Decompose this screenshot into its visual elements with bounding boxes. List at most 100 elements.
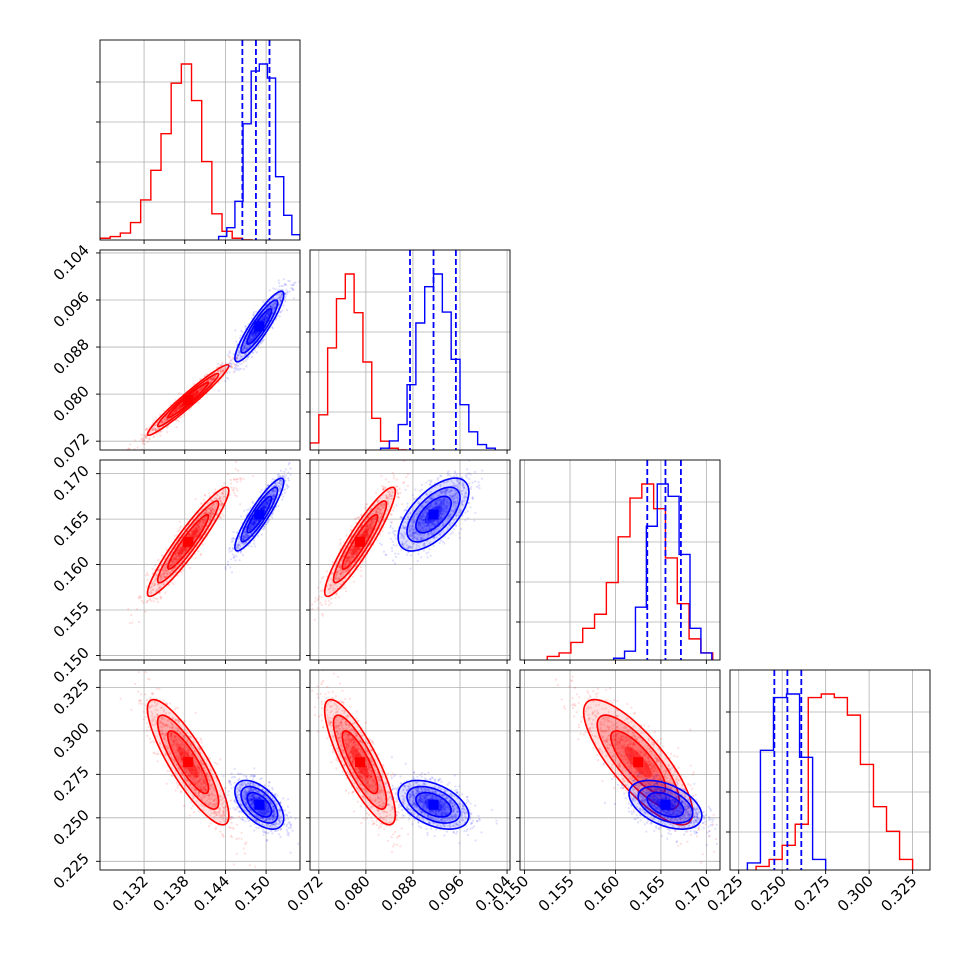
- scatter-point: [252, 331, 255, 334]
- scatter-point: [243, 342, 246, 345]
- scatter-point: [239, 334, 242, 337]
- scatter-point: [314, 597, 317, 600]
- scatter-point: [170, 560, 173, 563]
- scatter-point: [265, 317, 268, 320]
- scatter-point: [157, 587, 160, 590]
- scatter-point: [193, 392, 196, 395]
- scatter-point: [209, 378, 213, 381]
- scatter-point: [161, 575, 164, 578]
- scatter-point: [291, 284, 294, 287]
- scatter-point: [136, 608, 139, 611]
- scatter-point: [241, 330, 244, 334]
- scatter-point: [269, 305, 272, 308]
- scatter-point: [292, 289, 295, 292]
- scatter-point: [281, 288, 284, 291]
- scatter-point: [198, 525, 201, 528]
- scatter-point: [220, 371, 223, 374]
- scatter-point: [265, 312, 268, 315]
- scatter-point: [279, 299, 282, 302]
- scatter-point: [154, 423, 157, 426]
- scatter-point: [285, 288, 288, 291]
- scatter-point: [229, 478, 233, 481]
- scatter-point: [228, 362, 231, 365]
- scatter-point: [223, 482, 226, 485]
- scatter-point: [160, 420, 163, 423]
- scatter-point: [278, 295, 281, 298]
- scatter-point: [396, 478, 399, 481]
- scatter-point: [240, 329, 243, 332]
- scatter-point: [188, 533, 191, 537]
- scatter-point: [152, 428, 155, 431]
- scatter-point: [235, 356, 238, 359]
- scatter-point: [266, 313, 269, 316]
- scatter-point: [251, 336, 254, 339]
- scatter-point: [146, 427, 149, 430]
- scatter-point: [195, 391, 198, 394]
- scatter-point: [198, 529, 201, 532]
- scatter-point: [269, 305, 272, 308]
- scatter-point: [212, 378, 215, 381]
- scatter-point: [158, 423, 161, 426]
- scatter-point: [178, 520, 181, 523]
- scatter-point: [193, 395, 196, 398]
- scatter-point: [200, 552, 203, 555]
- scatter-point: [248, 344, 251, 348]
- scatter-point: [162, 568, 165, 571]
- scatter-point: [212, 377, 215, 381]
- scatter-point: [200, 502, 203, 506]
- scatter-point: [219, 495, 222, 498]
- scatter-point: [239, 503, 242, 506]
- scatter-point: [160, 430, 163, 433]
- scatter-point: [194, 498, 197, 501]
- scatter-point: [140, 433, 143, 436]
- scatter-point: [159, 564, 163, 567]
- scatter-point: [210, 378, 214, 381]
- scatter-point: [219, 515, 222, 518]
- scatter-point: [211, 499, 214, 502]
- scatter-point: [266, 312, 269, 315]
- scatter-point: [278, 294, 281, 297]
- scatter-point: [271, 478, 274, 481]
- scatter-point: [239, 367, 242, 370]
- scatter-point: [197, 530, 200, 533]
- scatter-point: [192, 393, 195, 396]
- scatter-point: [146, 571, 149, 574]
- scatter-point: [245, 347, 248, 350]
- scatter-point: [142, 434, 146, 437]
- scatter-point: [200, 387, 203, 390]
- scatter-point: [238, 559, 241, 562]
- scatter-point: [189, 533, 192, 536]
- scatter-point: [242, 360, 245, 363]
- scatter-point: [164, 569, 167, 572]
- scatter-point: [175, 426, 178, 429]
- scatter-point: [239, 356, 242, 359]
- scatter-point: [228, 550, 231, 553]
- scatter-point: [233, 486, 236, 489]
- scatter-point: [244, 346, 247, 349]
- scatter-point: [180, 552, 183, 555]
- scatter-point: [292, 284, 295, 287]
- scatter-point: [307, 607, 309, 609]
- scatter-point: [176, 408, 179, 411]
- scatter-point: [283, 282, 287, 285]
- scatter-point: [172, 559, 175, 562]
- scatter-point: [280, 293, 284, 296]
- scatter-point: [221, 368, 224, 371]
- scatter-point: [196, 391, 199, 394]
- scatter-point: [220, 370, 223, 373]
- scatter-point: [210, 380, 213, 383]
- scatter-point: [145, 585, 148, 588]
- scatter-point: [311, 607, 314, 611]
- scatter-point: [175, 410, 178, 413]
- scatter-point: [195, 534, 198, 537]
- scatter-point: [137, 596, 140, 599]
- scatter-point: [264, 316, 267, 319]
- scatter-point: [278, 296, 281, 299]
- scatter-point: [197, 525, 201, 528]
- scatter-point: [163, 409, 166, 412]
- scatter-point: [233, 366, 236, 369]
- scatter-point: [174, 409, 177, 412]
- scatter-point: [387, 480, 390, 483]
- scatter-point: [218, 496, 222, 499]
